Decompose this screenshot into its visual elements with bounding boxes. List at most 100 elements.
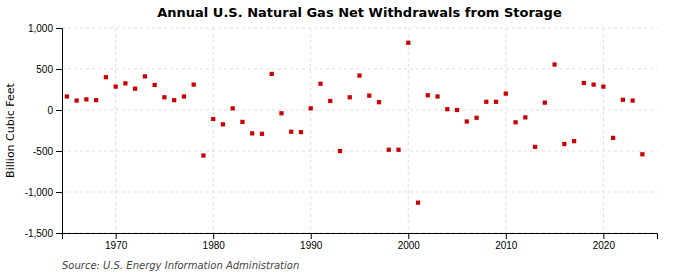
point xyxy=(240,120,244,124)
point xyxy=(279,111,283,115)
grid-line xyxy=(505,28,506,233)
point xyxy=(611,136,615,140)
point xyxy=(406,41,410,45)
point xyxy=(474,116,478,120)
point xyxy=(523,115,527,119)
tick-label: 2010 xyxy=(495,240,518,251)
tick-mark xyxy=(311,233,312,239)
point xyxy=(455,108,459,112)
tick: 2020 xyxy=(593,233,616,251)
point xyxy=(367,94,371,98)
point xyxy=(338,149,342,153)
grid-line xyxy=(603,28,604,233)
tick-mark xyxy=(213,233,214,239)
x-axis: 1970 1980 1990 2000 2010 2020 xyxy=(63,233,658,251)
point xyxy=(221,122,225,126)
grid-line xyxy=(62,192,657,193)
grid-line xyxy=(62,110,657,111)
point xyxy=(601,85,605,89)
tick-label: -1,000 xyxy=(25,187,54,198)
point xyxy=(104,75,108,79)
tick-label: 2000 xyxy=(398,240,421,251)
point xyxy=(552,62,556,66)
point xyxy=(289,130,293,134)
tick-label: 2020 xyxy=(593,240,616,251)
point xyxy=(504,91,508,95)
point xyxy=(162,95,166,99)
grid-line xyxy=(213,28,214,233)
point xyxy=(153,83,157,87)
point xyxy=(416,201,420,205)
title: Annual U.S. Natural Gas Net Withdrawals … xyxy=(157,5,562,20)
grid-line xyxy=(408,28,409,233)
tick-label: -500 xyxy=(33,146,53,157)
tick-label: 1,000 xyxy=(28,23,53,34)
tick: 500 xyxy=(36,64,62,75)
y-axis-title: Billion Cubic Feet xyxy=(4,82,17,177)
tick-mark xyxy=(116,233,117,239)
tick-mark xyxy=(408,233,409,239)
point xyxy=(65,94,69,98)
point xyxy=(445,107,449,111)
point xyxy=(201,153,205,157)
tick: 0 xyxy=(47,105,62,116)
point xyxy=(260,132,264,136)
point xyxy=(630,98,634,102)
tick-label: 500 xyxy=(36,64,53,75)
tick-mark xyxy=(56,151,62,152)
tick-label: 1980 xyxy=(203,240,226,251)
point xyxy=(484,100,488,104)
tick: 1,000 xyxy=(28,23,62,34)
tick: 2000 xyxy=(398,233,421,251)
point xyxy=(465,119,469,123)
point xyxy=(211,117,215,121)
point xyxy=(572,139,576,143)
axis-line xyxy=(63,234,658,240)
point xyxy=(299,130,303,134)
point xyxy=(231,106,235,110)
tick-label: 0 xyxy=(47,105,53,116)
tick: -1,000 xyxy=(25,187,62,198)
point xyxy=(172,98,176,102)
tick: -1,500 xyxy=(25,228,62,239)
grid-line xyxy=(62,151,657,152)
point xyxy=(270,72,274,76)
point xyxy=(513,120,517,124)
point xyxy=(84,97,88,101)
grid xyxy=(62,28,657,233)
y-axis: -1,500 -1,000 -500 0 500 1,000 xyxy=(25,23,63,239)
point xyxy=(435,94,439,98)
grid-line xyxy=(115,28,116,233)
point xyxy=(543,100,547,104)
plot: 1970 1980 1990 2000 2010 2020 -1,500 -1,000 -500… xyxy=(25,23,658,251)
point xyxy=(192,82,196,86)
point xyxy=(621,98,625,102)
point xyxy=(250,131,254,135)
point xyxy=(533,145,537,149)
point xyxy=(143,74,147,78)
point xyxy=(426,93,430,97)
points xyxy=(65,41,645,205)
point xyxy=(348,95,352,99)
grid-line xyxy=(62,28,657,29)
tick: 1980 xyxy=(203,233,226,251)
chart: 1970 1980 1990 2000 2010 2020 -1,500 -1,000 -500… xyxy=(0,0,675,275)
axis-line xyxy=(56,29,63,234)
tick: 1970 xyxy=(105,233,128,251)
tick-label: 1970 xyxy=(105,240,128,251)
point xyxy=(582,81,586,85)
grid-line xyxy=(310,28,311,233)
point xyxy=(640,152,644,156)
point xyxy=(309,106,313,110)
point xyxy=(318,82,322,86)
point xyxy=(387,148,391,152)
point xyxy=(114,85,118,89)
tick: -500 xyxy=(33,146,62,157)
tick-label: 1990 xyxy=(300,240,323,251)
tick-mark xyxy=(56,110,62,111)
tick-mark xyxy=(603,233,604,239)
point xyxy=(328,99,332,103)
point xyxy=(182,94,186,98)
tick-mark xyxy=(56,69,62,70)
tick-mark xyxy=(56,233,62,234)
